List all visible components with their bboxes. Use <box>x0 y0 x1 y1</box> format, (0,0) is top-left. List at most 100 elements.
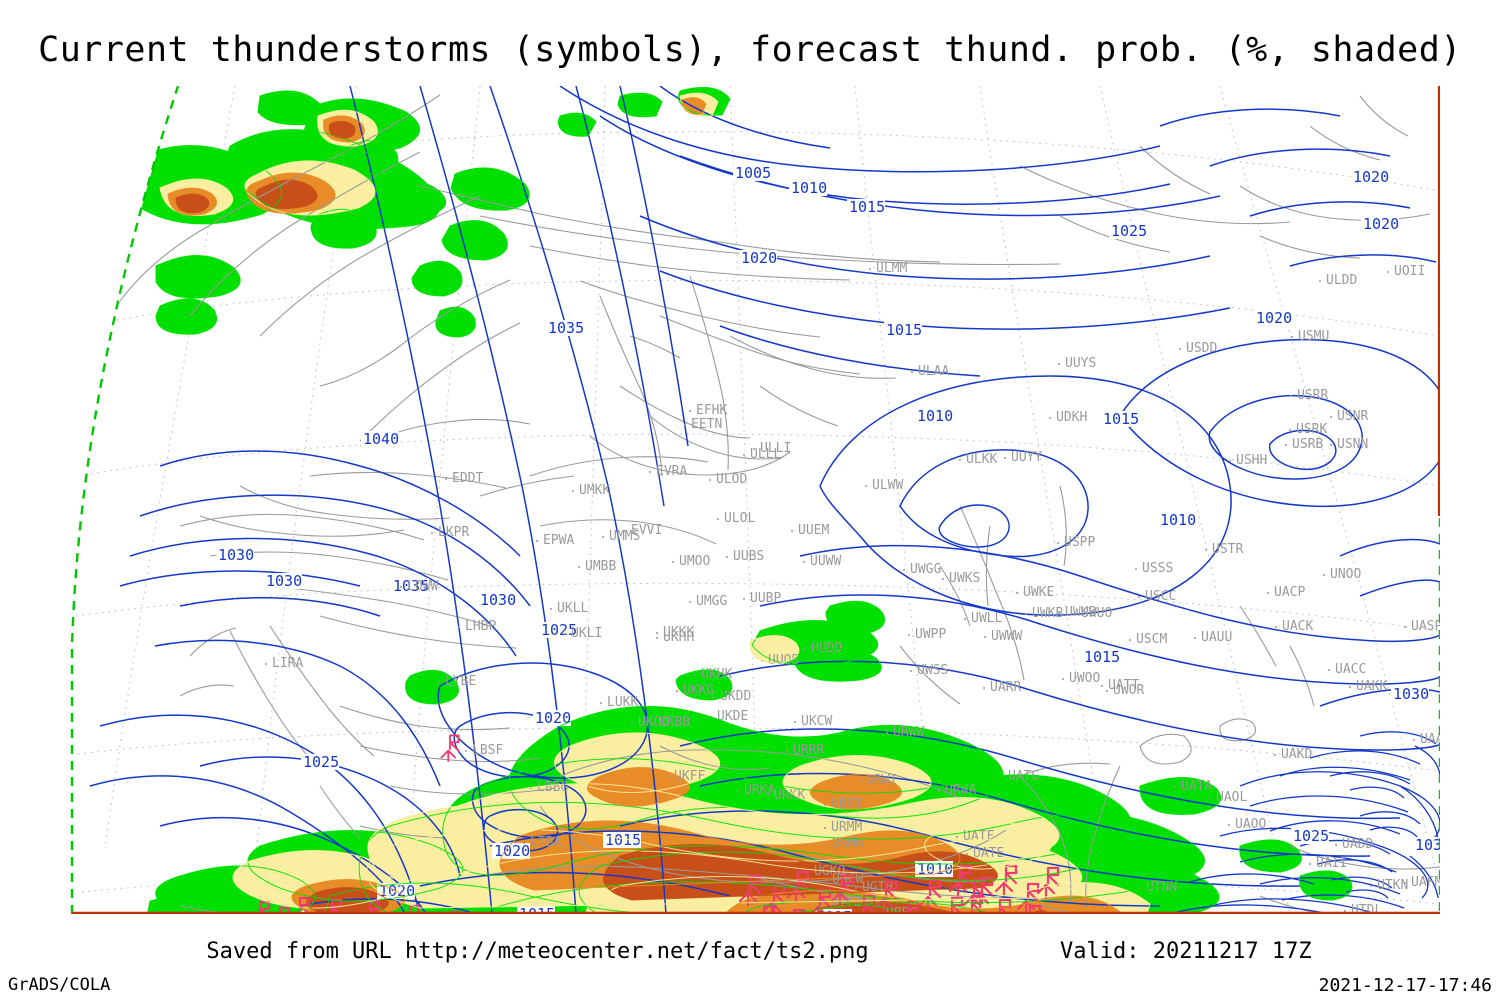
shading-green-outline <box>1239 839 1302 873</box>
isobar-value: 1005 <box>735 164 771 182</box>
station-label: UDKH <box>1049 410 1087 425</box>
station-dot <box>794 721 796 723</box>
isobar-label-mask <box>1101 411 1139 427</box>
station-code: USPP <box>1064 535 1095 550</box>
station-dot <box>1330 416 1332 418</box>
station-code: ULMM <box>876 261 907 276</box>
station-code: USNN <box>1337 437 1368 452</box>
station-dot <box>564 633 566 635</box>
station-code: ULLL <box>750 447 781 462</box>
station-label: USMU <box>1291 329 1329 344</box>
shading-darkorange-outline <box>603 843 998 901</box>
isobar-value: 1040 <box>363 430 399 448</box>
station-code: ULWW <box>872 478 903 493</box>
station-dot <box>753 448 755 450</box>
station-code: LYBE <box>445 674 476 689</box>
station-label: URKA <box>737 783 775 798</box>
station-dot <box>1062 678 1064 680</box>
isobar-label: 1015 <box>1082 648 1120 666</box>
station-label: UMBB <box>578 559 616 574</box>
station-label: UASP <box>1404 619 1440 634</box>
station-label: UUYS <box>1058 356 1096 371</box>
station-dot <box>1387 271 1389 273</box>
isobar-value: 1010 <box>917 860 953 878</box>
station-code: UNOO <box>1330 567 1361 582</box>
station-code: UUWW <box>810 554 841 569</box>
shading-green-outline <box>751 620 879 666</box>
station-dot <box>737 790 739 792</box>
isobar-value: 1025 <box>1111 222 1147 240</box>
station-code: USCM <box>1136 632 1167 647</box>
station-dot <box>1135 568 1137 570</box>
station-label: UMMS <box>602 529 640 544</box>
station-label: UATA <box>1174 779 1212 794</box>
station-dot <box>667 776 669 778</box>
shading-green-outline <box>450 167 530 211</box>
isobar-label-mask <box>1158 512 1196 528</box>
isobar-label: 1040 <box>361 430 399 448</box>
station-code: UWOO <box>1069 671 1100 686</box>
station-code: UAOL <box>1216 790 1247 805</box>
station-label: UKLI <box>564 626 602 641</box>
station-dot <box>869 268 871 270</box>
station-code: USTR <box>1212 542 1243 557</box>
station-label: LKPR <box>431 525 469 540</box>
station-dot <box>938 790 940 792</box>
station-code: URMT <box>831 797 862 812</box>
station-label: UAUU <box>1194 630 1232 645</box>
station-dot <box>400 586 402 588</box>
station-label: UWSS <box>910 663 948 678</box>
shading-yellow-outline <box>232 850 403 909</box>
shading-green-outline <box>1139 777 1222 815</box>
station-label: EETN <box>684 417 722 432</box>
isobar-value: 1010 <box>791 179 827 197</box>
station-dot <box>578 566 580 568</box>
shading-green-outline <box>1299 870 1353 901</box>
station-dot <box>1058 363 1060 365</box>
isobar-label: 1015 <box>814 908 852 914</box>
station-label: LBSF <box>465 743 503 758</box>
station-dot <box>1404 882 1406 884</box>
station-dot <box>265 663 267 665</box>
station-dot <box>1139 887 1141 889</box>
station-code: UMOO <box>679 554 710 569</box>
station-code: LBSF <box>472 743 503 758</box>
station-label: ULMM <box>869 261 907 276</box>
station-dot <box>656 637 658 639</box>
station-code: UKLL <box>557 601 588 616</box>
station-code: USSS <box>1142 561 1173 576</box>
station-dot <box>903 569 905 571</box>
station-label: UKHH <box>656 630 694 645</box>
isobar-value: 1035 <box>393 577 429 595</box>
station-label: URWW <box>886 725 924 740</box>
station-label: URRR <box>786 743 824 758</box>
station-label: UUDD <box>804 641 842 656</box>
station-code: UTDL <box>1351 903 1382 914</box>
station-label: UAOO <box>1228 817 1266 832</box>
station-label: USTR <box>1205 542 1243 557</box>
station-dot <box>824 827 826 829</box>
isobar-label-mask <box>915 861 953 877</box>
station-code: UDKH <box>1056 410 1087 425</box>
isobar-label-mask <box>915 408 953 424</box>
station-label: USRB <box>1285 437 1323 452</box>
station-code: LIRA <box>272 656 303 671</box>
isobar-value: 1015 <box>849 198 885 216</box>
map-canvas[interactable]: 1005 1010 1015 1020 1035 1015 1010 1015 1020 1025… <box>60 86 1440 914</box>
station-dot <box>465 750 467 752</box>
isobar-value: 1020 <box>1363 215 1399 233</box>
shading-yellow-outline <box>749 635 800 664</box>
station-code: UAUU <box>1201 630 1232 645</box>
station-code: UARR <box>990 680 1021 695</box>
station-label: UADD <box>1335 837 1373 852</box>
isobar-value: 1010 <box>917 407 953 425</box>
shading-green-outline <box>155 865 316 914</box>
station-dot <box>445 478 447 480</box>
isobar-label: 1030 <box>478 591 516 609</box>
station-dot <box>984 636 986 638</box>
station-label: EVVI <box>624 523 662 538</box>
station-code: LOWW <box>407 579 438 594</box>
isobar-label-mask <box>1291 828 1329 844</box>
station-dot <box>910 670 912 672</box>
